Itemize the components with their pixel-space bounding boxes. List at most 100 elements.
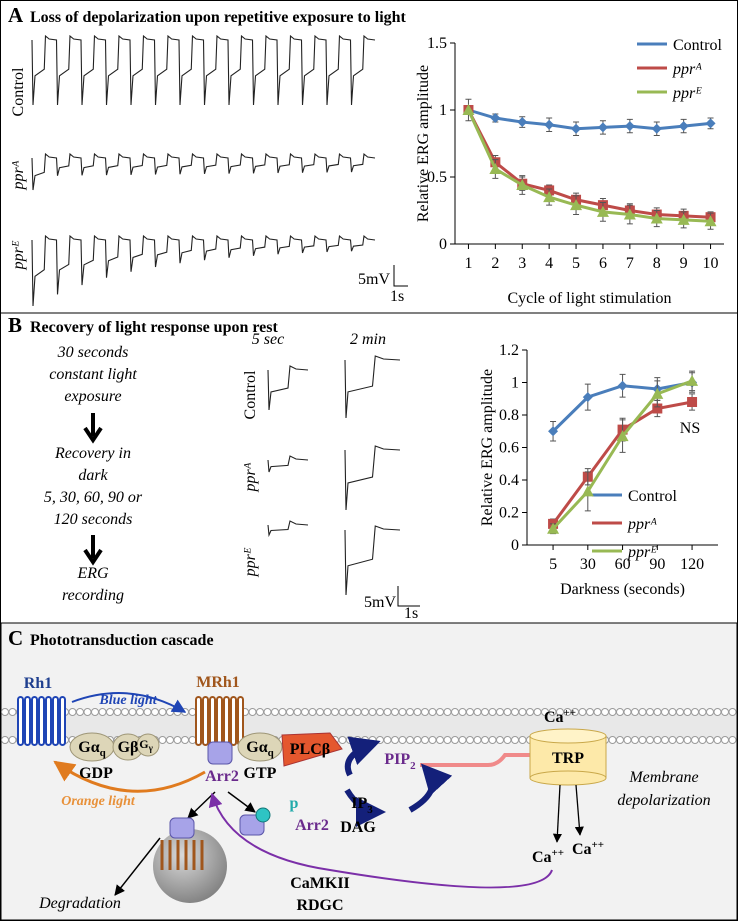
y-tick-label: 1.2 <box>499 342 519 359</box>
lipid <box>376 708 384 716</box>
label: Blue light <box>98 693 157 708</box>
marker <box>581 485 594 497</box>
label: Gα <box>78 739 99 756</box>
helix <box>237 696 244 746</box>
x-tick-label: 5 <box>549 556 557 573</box>
helix <box>59 696 66 746</box>
lipid <box>83 708 92 716</box>
label: Membrane <box>628 769 698 786</box>
label: TRP <box>552 750 584 767</box>
label: MRh1 <box>196 674 240 691</box>
label: Rh1 <box>24 675 52 692</box>
label-sub: q <box>100 747 107 759</box>
trace <box>344 525 401 596</box>
panel-letter: C <box>8 626 23 650</box>
lipid <box>691 708 699 716</box>
lipid <box>436 708 444 716</box>
lipid <box>136 708 144 716</box>
helix <box>216 696 223 746</box>
protocol-text: 30 seconds <box>57 344 129 361</box>
label: Ca++ <box>544 707 576 726</box>
lipid <box>526 708 534 716</box>
arrow <box>227 791 256 813</box>
lipid <box>8 708 17 716</box>
label-sup: ++ <box>592 839 605 851</box>
label-sub: q <box>268 747 275 759</box>
lipid <box>466 736 474 744</box>
trace-label: pprᴬ <box>10 160 27 190</box>
lipid <box>473 708 482 716</box>
panel-letter: B <box>8 313 22 337</box>
trace <box>267 455 309 473</box>
time-label: 2 min <box>350 331 386 348</box>
arrow <box>344 788 386 827</box>
protocol-text: 120 seconds <box>54 511 133 528</box>
scale-label: 1s <box>390 288 404 305</box>
x-tick-label: 60 <box>615 556 631 573</box>
traces <box>267 355 401 596</box>
marker <box>651 387 664 399</box>
trace <box>344 445 401 511</box>
lipid <box>586 708 594 716</box>
lipid <box>638 736 647 744</box>
lipid <box>661 736 669 744</box>
lipid <box>421 736 429 744</box>
marker <box>570 199 583 211</box>
panel-c-background <box>0 622 738 921</box>
lipid <box>713 736 722 744</box>
lipid <box>496 708 504 716</box>
lipid <box>383 708 392 716</box>
lipid <box>578 708 587 716</box>
marker <box>597 122 608 133</box>
label: Gα <box>246 739 267 756</box>
label-sub: 2 <box>410 760 416 772</box>
lipid <box>518 736 527 744</box>
marker <box>651 123 662 134</box>
trace <box>344 355 401 419</box>
lipid <box>503 736 512 744</box>
bilayer <box>2 712 736 740</box>
lipid <box>473 736 482 744</box>
x-tick-label: 3 <box>518 255 526 272</box>
lipid <box>263 708 272 716</box>
annotation: NS <box>680 420 700 437</box>
lipid <box>653 708 662 716</box>
lipid <box>616 708 624 716</box>
lipid <box>481 708 489 716</box>
label: Ca <box>572 841 592 858</box>
series-line <box>468 108 711 131</box>
lipid <box>256 708 264 716</box>
lipid <box>451 708 459 716</box>
legend-label: pprᴱ <box>672 85 702 102</box>
trace-label: pprᴱ <box>10 240 27 270</box>
lipid <box>676 708 684 716</box>
lipid <box>683 736 692 744</box>
scale-label: 1s <box>404 605 418 622</box>
helix <box>195 696 202 746</box>
scale-bar <box>397 586 420 607</box>
helix <box>45 696 52 746</box>
label: GDP <box>79 765 113 782</box>
lipid <box>91 708 99 716</box>
helix <box>223 696 230 746</box>
protocol-text: Recovery in <box>54 445 131 462</box>
lipid <box>406 708 414 716</box>
lipid <box>398 736 407 744</box>
arrow <box>208 792 553 889</box>
trp-channel <box>529 770 607 786</box>
lipid <box>361 708 369 716</box>
panel-title: Recovery of light response upon rest <box>30 319 279 336</box>
marker <box>704 215 717 227</box>
lipid <box>646 708 654 716</box>
x-axis-label: Darkness (seconds) <box>560 581 685 598</box>
marker <box>544 119 555 130</box>
lipid <box>406 736 414 744</box>
lipid <box>361 736 369 744</box>
legend-label: pprᴬ <box>627 516 657 533</box>
protocol-text: exposure <box>64 388 121 405</box>
g-gamma <box>136 733 160 757</box>
lipid <box>443 708 452 716</box>
lipid <box>8 736 17 744</box>
y-tick-label: 0.2 <box>499 505 519 522</box>
